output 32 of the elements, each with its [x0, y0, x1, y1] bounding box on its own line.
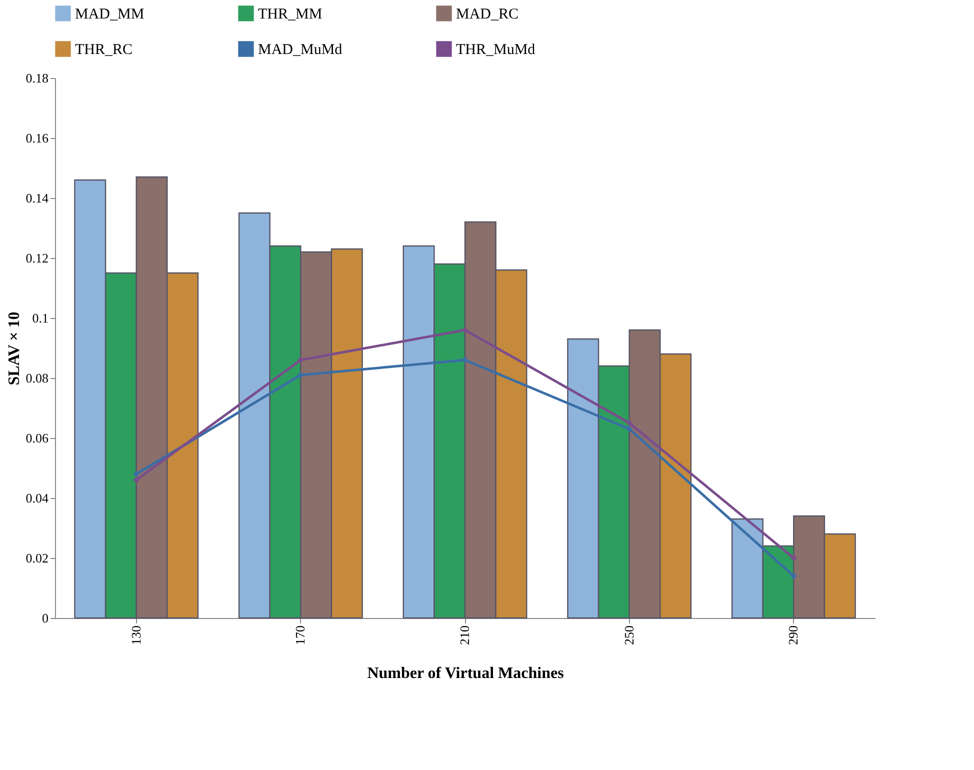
y-axis-title: SLAV × 10	[6, 312, 23, 386]
legend-label: THR_MM	[258, 6, 322, 22]
x-tick-label: 130	[128, 626, 144, 645]
y-tick-label: 0.08	[26, 370, 48, 386]
x-axis-title: Number of Virtual Machines	[367, 665, 564, 682]
legend-label: THR_MuMd	[456, 42, 536, 58]
legend-label: MAD_RC	[456, 6, 519, 22]
y-tick-label: 0.02	[26, 550, 48, 566]
y-tick-label: 0.1	[32, 310, 48, 326]
y-tick-label: 0.18	[26, 70, 48, 86]
y-tick-label: 0.14	[26, 190, 49, 206]
legend-label: MAD_MM	[75, 6, 144, 22]
point	[462, 326, 468, 334]
x-tick-label: 290	[786, 626, 801, 645]
legend-label: MAD_MuMd	[258, 42, 343, 58]
y-tick-label: 0.16	[26, 130, 49, 146]
point	[790, 554, 797, 562]
point	[626, 426, 632, 432]
x-tick-label: 210	[457, 626, 472, 645]
y-tick-label: 0.06	[26, 430, 49, 446]
legend-label: THR_RC	[75, 42, 133, 58]
x-tick-label: 170	[292, 626, 308, 645]
point	[133, 470, 140, 478]
y-tick-label: 0.04	[26, 490, 49, 506]
point	[298, 372, 304, 378]
point	[298, 356, 304, 364]
point	[790, 572, 797, 580]
point	[133, 476, 140, 484]
point	[626, 420, 632, 426]
x-tick-label: 250	[621, 626, 636, 645]
y-tick-label: 0.12	[26, 250, 48, 266]
y-tick-label: 0	[42, 610, 48, 626]
